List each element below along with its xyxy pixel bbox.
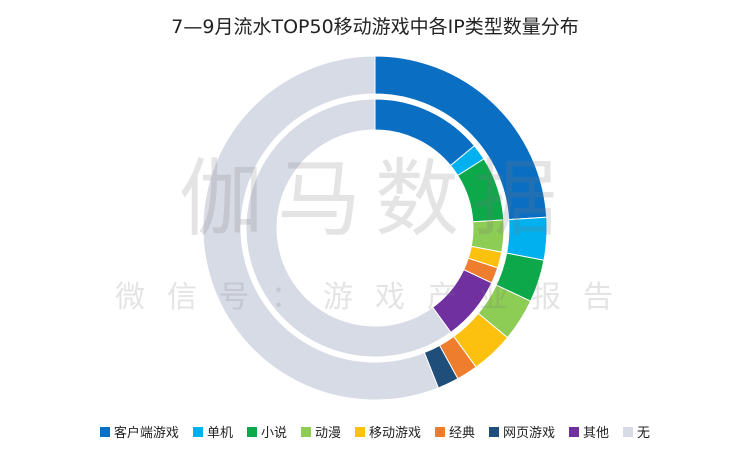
legend-swatch: [99, 426, 110, 437]
legend-item: 移动游戏: [354, 422, 421, 441]
legend-swatch: [569, 426, 580, 437]
outer-ring: [202, 55, 548, 401]
legend-swatch: [300, 426, 311, 437]
legend-item: 经典: [435, 422, 475, 441]
legend-label: 网页游戏: [503, 426, 556, 441]
legend-item: 小说: [246, 422, 287, 441]
legend-label: 小说: [260, 426, 287, 441]
legend-item: 无: [623, 422, 650, 441]
legend-item: 网页游戏: [489, 422, 555, 441]
legend-item: 客户端游戏: [99, 422, 179, 441]
legend-swatch: [623, 426, 634, 437]
legend-item: 动漫: [300, 422, 341, 441]
legend-swatch: [435, 426, 445, 437]
legend-swatch: [354, 426, 365, 437]
legend-item: 单机: [192, 422, 233, 441]
legend-label: 经典: [449, 426, 476, 441]
legend-swatch: [489, 426, 500, 437]
legend-label: 其他: [583, 426, 610, 441]
legend-item: 其他: [569, 422, 609, 441]
legend-label: 无: [637, 426, 651, 441]
legend: 客户端游戏 单机 小说 动漫 移动游戏 经典 网页游戏 其他 无: [0, 422, 750, 441]
legend-swatch: [192, 426, 203, 437]
legend-label: 动漫: [314, 426, 341, 441]
legend-swatch: [246, 426, 257, 437]
inner-slice-8: [245, 98, 452, 358]
legend-label: 客户端游戏: [113, 426, 179, 441]
legend-label: 单机: [206, 426, 233, 441]
legend-label: 移动游戏: [368, 426, 421, 441]
outer-slice-8: [202, 55, 439, 401]
inner-ring: [245, 98, 505, 358]
chart-title: 7—9月流水TOP50移动游戏中各IP类型数量分布: [171, 16, 579, 38]
